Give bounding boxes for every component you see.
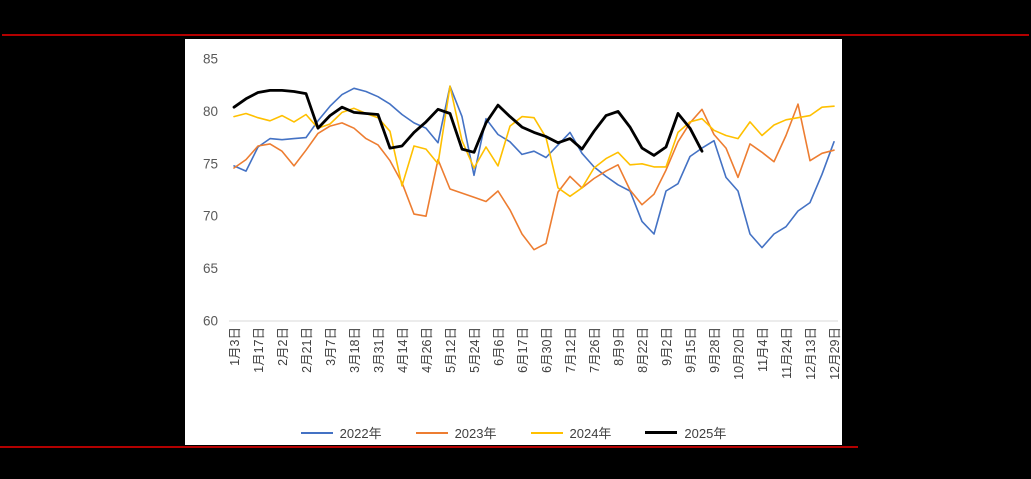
legend-item-2024: 2024年	[530, 423, 612, 442]
chart-panel: 85 80 75 70 65 60 1月3日 1月17日 2月2日 2月21日 3月7日 3月18日 3…	[185, 39, 842, 445]
x-axis-label: 7月26日	[588, 327, 602, 373]
legend-item-2023: 2023年	[415, 423, 497, 442]
x-axis-label: 11月24日	[780, 327, 794, 379]
x-axis-label: 6月6日	[492, 327, 506, 366]
x-axis-label: 12月13日	[804, 327, 818, 380]
y-axis-label: 80	[203, 104, 218, 119]
x-axis-label: 7月12日	[564, 327, 578, 373]
x-axis-label: 10月20日	[732, 327, 746, 380]
line-chart: 85 80 75 70 65 60 1月3日 1月17日 2月2日 2月21日 3月7日 3月18日 3…	[203, 52, 842, 380]
x-axis-label: 11月4日	[756, 327, 770, 372]
legend-label: 2025年	[684, 426, 727, 441]
x-axis-label: 8月9日	[612, 327, 626, 366]
legend-label: 2023年	[454, 426, 497, 441]
legend-item-2025: 2025年	[645, 423, 726, 442]
y-axis-label: 75	[203, 156, 218, 171]
x-axis-label: 4月26日	[420, 327, 434, 373]
legend-item-2022: 2022年	[300, 423, 382, 442]
legend-label: 2022年	[339, 426, 382, 441]
legend-line-sample-2025	[645, 431, 678, 434]
x-axis-label: 4月14日	[396, 327, 410, 373]
x-axis-label: 9月15日	[684, 327, 698, 373]
x-axis-label: 3月31日	[372, 327, 386, 373]
y-axis-label: 65	[203, 261, 218, 276]
legend-line-sample-2024	[530, 431, 563, 434]
x-axis-label: 9月2日	[660, 327, 674, 366]
x-axis-label: 6月30日	[540, 327, 554, 373]
chart-legend: 2022年 2023年 2024年 2025年	[185, 423, 842, 442]
x-axis-label: 12月29日	[828, 327, 842, 380]
x-axis-label: 6月17日	[516, 327, 530, 373]
bottom-red-rule	[0, 446, 858, 448]
top-red-rule	[2, 34, 1029, 36]
x-axis-label: 8月22日	[636, 327, 650, 373]
x-axis-label: 9月28日	[708, 327, 722, 373]
legend-line-sample-2023	[415, 431, 448, 434]
series-line-2023年	[233, 103, 835, 251]
x-axis-label: 1月17日	[252, 327, 266, 373]
y-axis-label: 70	[203, 209, 218, 224]
x-axis-label: 2月2日	[276, 327, 290, 366]
legend-label: 2024年	[569, 426, 612, 441]
x-axis-label: 1月3日	[228, 327, 242, 366]
y-axis-label: 85	[203, 52, 218, 67]
x-axis-label: 5月12日	[444, 327, 458, 373]
legend-line-sample-2022	[300, 431, 333, 434]
series-line-2022年	[233, 85, 835, 249]
x-axis-label: 2月21日	[300, 327, 314, 373]
x-axis-label: 3月18日	[348, 327, 362, 373]
x-axis-label: 5月24日	[468, 327, 482, 373]
x-axis-label: 3月7日	[324, 327, 338, 366]
series-line-2024年	[233, 85, 835, 198]
series-line-2025年	[232, 89, 704, 157]
y-axis-label: 60	[203, 314, 218, 329]
